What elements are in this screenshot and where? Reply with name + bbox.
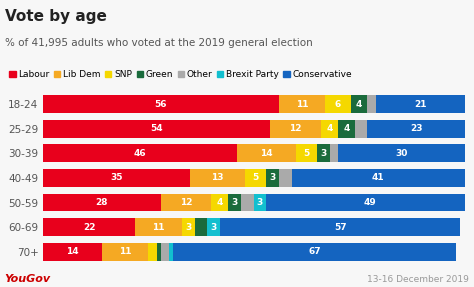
Text: 11: 11	[296, 100, 309, 109]
Text: 3: 3	[231, 198, 238, 207]
Bar	[367, 120, 465, 137]
Bar	[43, 95, 279, 113]
Text: 11: 11	[153, 223, 165, 232]
Text: 4: 4	[356, 100, 362, 109]
Text: Vote by age: Vote by age	[5, 9, 107, 24]
Bar	[161, 243, 169, 261]
Bar	[279, 95, 325, 113]
Bar	[237, 144, 296, 162]
Text: 14: 14	[260, 149, 273, 158]
Text: 41: 41	[372, 173, 384, 183]
Text: 3: 3	[185, 223, 191, 232]
Text: 21: 21	[414, 100, 427, 109]
Bar	[43, 144, 237, 162]
Text: 11: 11	[118, 247, 131, 256]
Text: 4: 4	[326, 124, 333, 133]
Bar	[241, 194, 254, 212]
Bar	[338, 120, 355, 137]
Text: 12: 12	[180, 198, 192, 207]
Bar	[245, 169, 266, 187]
Bar	[161, 194, 211, 212]
Bar	[43, 243, 102, 261]
Text: 46: 46	[133, 149, 146, 158]
Text: 3: 3	[320, 149, 326, 158]
Bar	[169, 243, 173, 261]
Text: 4: 4	[343, 124, 350, 133]
Bar	[279, 169, 292, 187]
Text: 54: 54	[150, 124, 163, 133]
Bar	[266, 169, 279, 187]
Bar	[254, 194, 266, 212]
Bar	[148, 243, 156, 261]
Text: 3: 3	[269, 173, 276, 183]
Text: 57: 57	[334, 223, 346, 232]
Bar	[228, 194, 241, 212]
Bar	[156, 243, 161, 261]
Bar	[321, 120, 338, 137]
Bar	[355, 120, 367, 137]
Text: 23: 23	[410, 124, 422, 133]
Bar	[102, 243, 148, 261]
Text: YouGov: YouGov	[5, 274, 51, 284]
Bar	[182, 218, 194, 236]
Text: 5: 5	[253, 173, 259, 183]
Bar	[43, 169, 190, 187]
Text: 6: 6	[335, 100, 341, 109]
Text: 3: 3	[257, 198, 263, 207]
Bar	[194, 218, 207, 236]
Bar	[43, 120, 271, 137]
Text: 22: 22	[83, 223, 95, 232]
Text: 56: 56	[155, 100, 167, 109]
Bar	[292, 169, 465, 187]
Bar	[329, 144, 338, 162]
Bar	[211, 194, 228, 212]
Text: 67: 67	[309, 247, 321, 256]
Bar	[325, 95, 351, 113]
Text: 30: 30	[395, 149, 408, 158]
Text: 13-16 December 2019: 13-16 December 2019	[367, 275, 469, 284]
Bar	[220, 218, 460, 236]
Bar	[207, 218, 220, 236]
Bar	[296, 144, 317, 162]
Text: 14: 14	[66, 247, 79, 256]
Bar	[266, 194, 473, 212]
Text: 28: 28	[95, 198, 108, 207]
Legend: Labour, Lib Dem, SNP, Green, Other, Brexit Party, Conservative: Labour, Lib Dem, SNP, Green, Other, Brex…	[9, 70, 352, 79]
Text: 13: 13	[211, 173, 224, 183]
Bar	[351, 95, 367, 113]
Text: 49: 49	[363, 198, 376, 207]
Bar	[190, 169, 245, 187]
Text: 12: 12	[290, 124, 302, 133]
Bar	[317, 144, 329, 162]
Bar	[173, 243, 456, 261]
Bar	[338, 144, 465, 162]
Text: 3: 3	[210, 223, 217, 232]
Bar	[367, 95, 376, 113]
Bar	[271, 120, 321, 137]
Text: 4: 4	[217, 198, 223, 207]
Text: % of 41,995 adults who voted at the 2019 general election: % of 41,995 adults who voted at the 2019…	[5, 38, 312, 48]
Text: 35: 35	[110, 173, 123, 183]
Bar	[43, 218, 136, 236]
Text: 5: 5	[303, 149, 310, 158]
Bar	[136, 218, 182, 236]
Bar	[43, 194, 161, 212]
Bar	[376, 95, 465, 113]
